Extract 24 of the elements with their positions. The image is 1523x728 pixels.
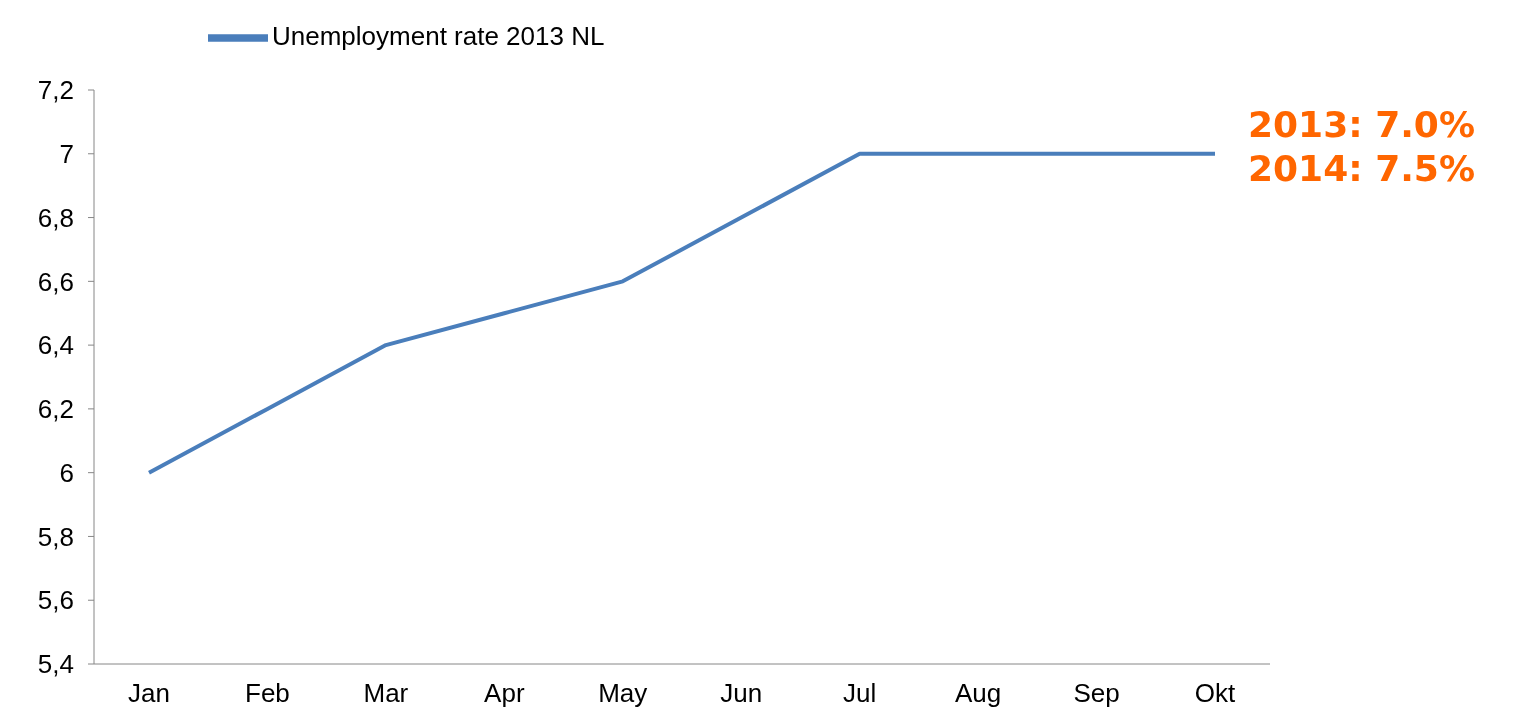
- y-tick-label: 6: [59, 457, 74, 488]
- x-tick-label: Jul: [843, 678, 877, 709]
- y-tick-label: 7,2: [37, 75, 74, 106]
- x-tick-label: May: [598, 678, 648, 709]
- x-tick-label: Apr: [484, 678, 525, 709]
- x-tick-label: Feb: [245, 678, 290, 709]
- legend-label: Unemployment rate 2013 NL: [272, 20, 605, 51]
- x-tick-label: Okt: [1194, 678, 1236, 709]
- y-tick-label: 6,6: [37, 266, 74, 297]
- x-tick-label: Jun: [720, 678, 763, 709]
- x-tick-label: Jan: [128, 678, 170, 709]
- x-tick-label: Mar: [363, 678, 409, 709]
- y-tick-label: 6,2: [37, 394, 74, 425]
- y-tick-label: 5,4: [37, 649, 74, 680]
- x-tick-label: Aug: [954, 678, 1002, 709]
- y-tick-label: 5,8: [37, 521, 74, 552]
- y-tick-label: 6,8: [37, 202, 74, 233]
- x-tick-label: Sep: [1073, 678, 1120, 709]
- y-tick-label: 6,4: [37, 330, 74, 361]
- line-series: [147, 151, 1217, 475]
- y-tick-label: 5,6: [37, 585, 74, 616]
- y-tick-label: 7: [59, 139, 74, 170]
- annotation: 2013: 7.0%: [1248, 103, 1475, 147]
- annotation: 2014: 7.5%: [1248, 147, 1475, 191]
